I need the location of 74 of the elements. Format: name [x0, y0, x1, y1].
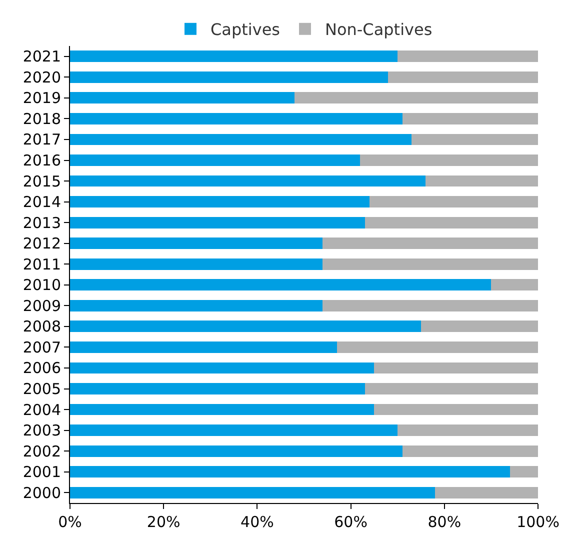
y-tick-label: 2002: [22, 442, 61, 460]
y-tick-label: 2001: [22, 463, 61, 482]
bar: [70, 300, 323, 312]
bar: [70, 383, 365, 394]
bar: [426, 175, 538, 187]
bar: [398, 50, 538, 62]
x-tick-label: 100%: [516, 513, 560, 531]
bar: [421, 320, 538, 332]
bar: [364, 216, 538, 228]
bar: [70, 196, 370, 208]
y-tick-label: 2014: [22, 193, 61, 212]
bar: [510, 466, 538, 478]
y-tick-label: 2018: [22, 110, 61, 128]
bar: [322, 300, 538, 312]
y-tick-label: 2021: [22, 48, 61, 66]
bar: [360, 154, 538, 166]
bar: [70, 112, 402, 124]
bar: [70, 92, 295, 104]
bar: [70, 216, 365, 228]
bar: [402, 445, 538, 457]
x-tick-label: 80%: [428, 513, 462, 531]
y-tick-label: 2020: [22, 68, 61, 86]
bar: [294, 92, 538, 104]
bar: [322, 238, 538, 250]
bar: [364, 383, 538, 394]
x-tick-label: 40%: [240, 513, 274, 531]
y-tick-label: 2009: [22, 296, 61, 315]
bar: [70, 424, 398, 436]
y-tick-label: 2016: [22, 152, 61, 170]
bar: [70, 362, 374, 374]
y-tick-label: 2013: [22, 214, 61, 232]
y-tick-label: 2017: [22, 130, 61, 149]
bar: [70, 404, 374, 416]
bar: [70, 486, 436, 498]
bar: [388, 71, 538, 83]
bar: [322, 258, 538, 270]
bar: [435, 486, 538, 498]
bar: [491, 279, 538, 291]
bar: [402, 112, 538, 124]
bar: [374, 404, 538, 416]
bar: [70, 134, 412, 146]
y-tick-label: 2012: [22, 234, 61, 253]
legend-label: Non-Captives: [325, 20, 432, 40]
y-tick-label: 2004: [22, 400, 61, 419]
y-tick-label: 2006: [22, 359, 61, 378]
bar: [70, 50, 398, 62]
bar: [70, 341, 337, 353]
legend-label: Captives: [210, 20, 280, 40]
x-tick-label: 0%: [58, 513, 82, 531]
y-tick-label: 2007: [22, 338, 61, 356]
x-tick-label: 60%: [334, 513, 368, 531]
y-tick-label: 2015: [22, 172, 61, 190]
bar: [70, 466, 510, 478]
bar: [412, 134, 538, 146]
bar: [70, 175, 426, 187]
bar: [336, 341, 538, 353]
bar: [374, 362, 538, 374]
y-tick-label: 2005: [22, 380, 61, 398]
bar: [70, 279, 492, 291]
y-tick-label: 2003: [22, 422, 61, 440]
y-tick-label: 2011: [22, 255, 61, 274]
y-tick-label: 2000: [22, 484, 61, 502]
bar: [398, 424, 538, 436]
bar: [70, 258, 323, 270]
bar: [70, 238, 323, 250]
bar: [70, 71, 388, 83]
y-tick-label: 2010: [22, 276, 61, 294]
y-tick-label: 2019: [22, 89, 61, 108]
bar: [70, 320, 421, 332]
x-tick-label: 20%: [146, 513, 180, 531]
bar: [370, 196, 538, 208]
bar: [70, 154, 360, 166]
y-tick-label: 2008: [22, 318, 61, 336]
bar: [70, 445, 402, 457]
